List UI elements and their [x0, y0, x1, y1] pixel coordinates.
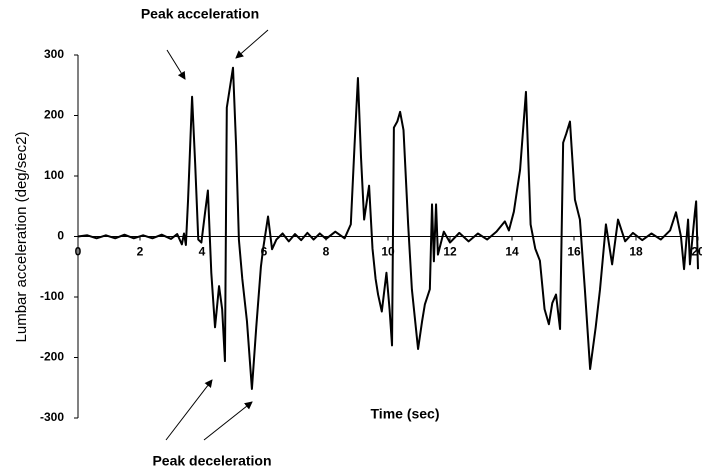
y-tick-label: -200	[40, 350, 64, 364]
x-tick-label: 18	[629, 245, 643, 259]
x-tick-label: 0	[75, 245, 82, 259]
annotation: Peak acceleration	[141, 6, 259, 22]
x-tick-label: 8	[323, 245, 330, 259]
x-tick-label: 12	[443, 245, 457, 259]
x-axis-title: Time (sec)	[371, 406, 440, 422]
arrow	[166, 49, 186, 80]
y-tick-label: 300	[44, 47, 64, 61]
y-tick-label: 100	[44, 168, 64, 182]
x-tick-label: 4	[199, 245, 206, 259]
annotation: Peak deceleration	[152, 453, 271, 469]
arrow	[165, 379, 213, 441]
data-line	[77, 66, 699, 390]
arrow	[203, 401, 253, 441]
x-tick-label: 16	[567, 245, 581, 259]
x-tick-label: 6	[261, 245, 268, 259]
y-axis-title: Lumbar acceleration (deg/sec2)	[13, 132, 30, 343]
y-tick-label: 0	[57, 229, 64, 243]
x-tick-label: 2	[137, 245, 144, 259]
arrow	[235, 29, 269, 59]
y-tick-label: -100	[40, 289, 64, 303]
y-tick-label: -300	[40, 410, 64, 424]
y-tick-label: 200	[44, 108, 64, 122]
x-tick-label: 10	[381, 245, 395, 259]
x-tick-label: 14	[505, 245, 519, 259]
